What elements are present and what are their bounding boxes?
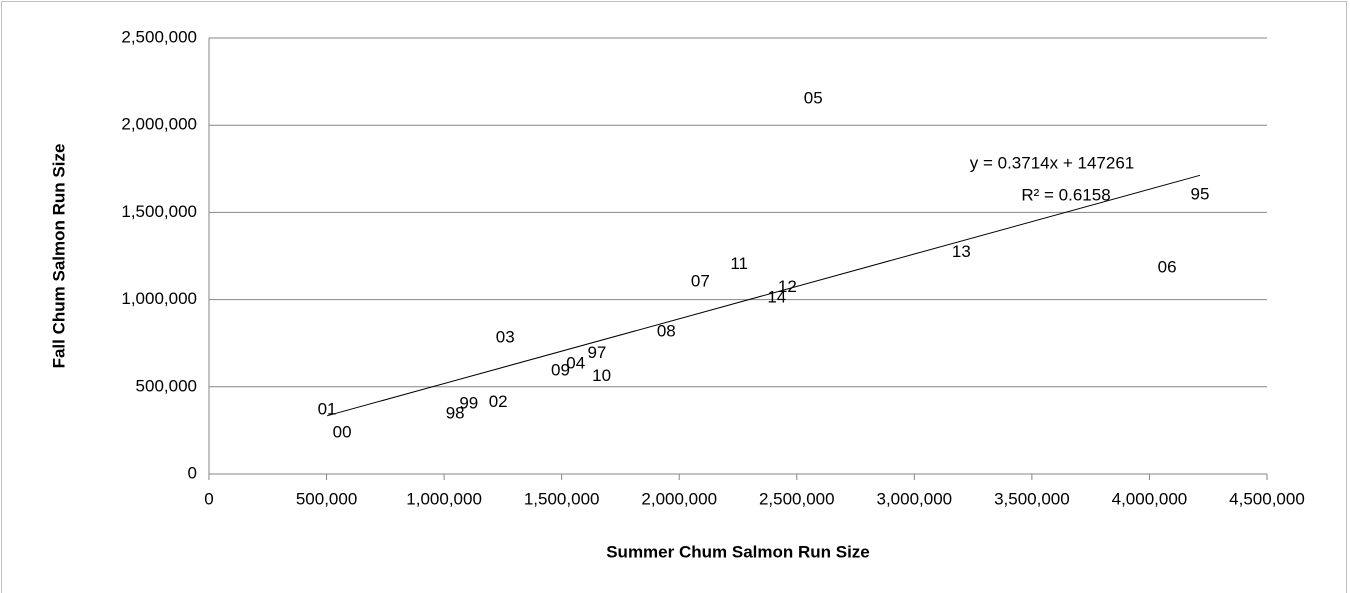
x-tick-label: 2,500,000 (759, 489, 835, 508)
x-tick-label: 1,000,000 (406, 489, 482, 508)
y-tick-label: 0 (188, 463, 197, 482)
point-label: 97 (587, 343, 606, 362)
point-label: 03 (496, 327, 515, 346)
x-tick-label: 2,000,000 (641, 489, 717, 508)
point-label: 13 (952, 242, 971, 261)
x-tick-label: 3,000,000 (877, 489, 953, 508)
point-label: 95 (1191, 184, 1210, 203)
point-label: 14 (767, 287, 786, 306)
point-label: 11 (730, 254, 748, 273)
x-axis-title: Summer Chum Salmon Run Size (606, 542, 870, 561)
trendline (326, 174, 1201, 417)
point-label: 00 (333, 423, 352, 442)
point-label: 05 (804, 89, 823, 108)
point-label: 99 (459, 394, 478, 413)
point-label: 04 (566, 354, 585, 373)
point-label: 12 (778, 277, 797, 296)
x-tick-label: 0 (204, 489, 213, 508)
point-label: 08 (657, 321, 676, 340)
x-tick-label: 500,000 (296, 489, 357, 508)
x-tick-label: 3,500,000 (994, 489, 1070, 508)
point-label: 01 (318, 399, 337, 418)
trendline-equation: y = 0.3714x + 147261 (970, 153, 1134, 172)
y-tick-label: 2,500,000 (121, 27, 197, 46)
y-tick-label: 1,000,000 (121, 289, 197, 308)
y-tick-label: 500,000 (136, 376, 197, 395)
point-label: 10 (592, 366, 611, 385)
point-label: 07 (691, 272, 710, 291)
point-label: 98 (446, 403, 465, 422)
y-tick-label: 2,000,000 (121, 115, 197, 134)
x-tick-label: 4,000,000 (1112, 489, 1188, 508)
point-label: 06 (1158, 258, 1177, 277)
point-label: 02 (489, 392, 508, 411)
x-tick-label: 4,500,000 (1229, 489, 1305, 508)
x-tick-label: 1,500,000 (524, 489, 600, 508)
trendline-r2: R² = 0.6158 (1021, 185, 1110, 204)
y-axis-title: Fall Chum Salmon Run Size (49, 144, 68, 369)
y-tick-label: 1,500,000 (121, 202, 197, 221)
point-label: 09 (551, 361, 570, 380)
